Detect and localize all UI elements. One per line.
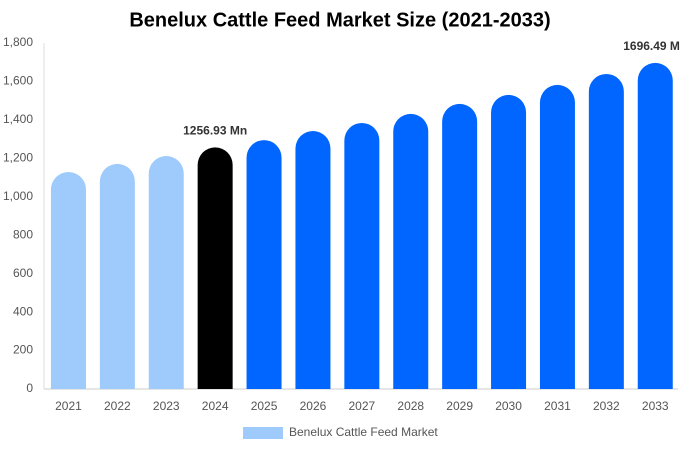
chart-title: Benelux Cattle Feed Market Size (2021-20… (129, 9, 550, 31)
x-tick-label: 2028 (397, 399, 424, 413)
bar (588, 73, 624, 389)
data-label: 1256.93 Mn (183, 124, 247, 138)
y-tick-label: 1,400 (3, 112, 33, 126)
x-tick-label: 2022 (104, 399, 131, 413)
y-tick-label: 400 (13, 304, 33, 318)
x-tick-label: 2025 (251, 399, 278, 413)
y-tick-label: 800 (13, 227, 33, 241)
x-tick-label: 2027 (348, 399, 375, 413)
y-tick-label: 200 (13, 343, 33, 357)
bar (50, 171, 86, 389)
bar (197, 147, 233, 389)
data-label: 1696.49 Mn (623, 39, 680, 53)
x-tick-label: 2032 (593, 399, 620, 413)
x-tick-label: 2021 (55, 399, 82, 413)
x-tick-label: 2029 (446, 399, 473, 413)
bar (539, 84, 575, 389)
x-tick-label: 2024 (202, 399, 229, 413)
bar (637, 62, 673, 390)
x-tick-label: 2026 (300, 399, 327, 413)
x-tick-label: 2030 (495, 399, 522, 413)
y-tick-label: 0 (26, 381, 33, 395)
bar (393, 113, 429, 389)
legend-label: Benelux Cattle Feed Market (289, 425, 438, 439)
y-tick-label: 600 (13, 266, 33, 280)
bar (99, 163, 135, 389)
bar (148, 156, 184, 389)
bar (295, 131, 331, 389)
x-tick-label: 2023 (153, 399, 180, 413)
y-tick-label: 1,800 (3, 35, 33, 49)
bar (344, 122, 380, 389)
y-tick-label: 1,600 (3, 74, 33, 88)
y-tick-label: 1,200 (3, 151, 33, 165)
x-tick-label: 2031 (544, 399, 571, 413)
bar (246, 140, 282, 389)
legend-swatch (243, 427, 283, 439)
bar (442, 103, 478, 389)
y-tick-label: 1,000 (3, 189, 33, 203)
bar (491, 94, 527, 390)
x-tick-label: 2033 (642, 399, 669, 413)
